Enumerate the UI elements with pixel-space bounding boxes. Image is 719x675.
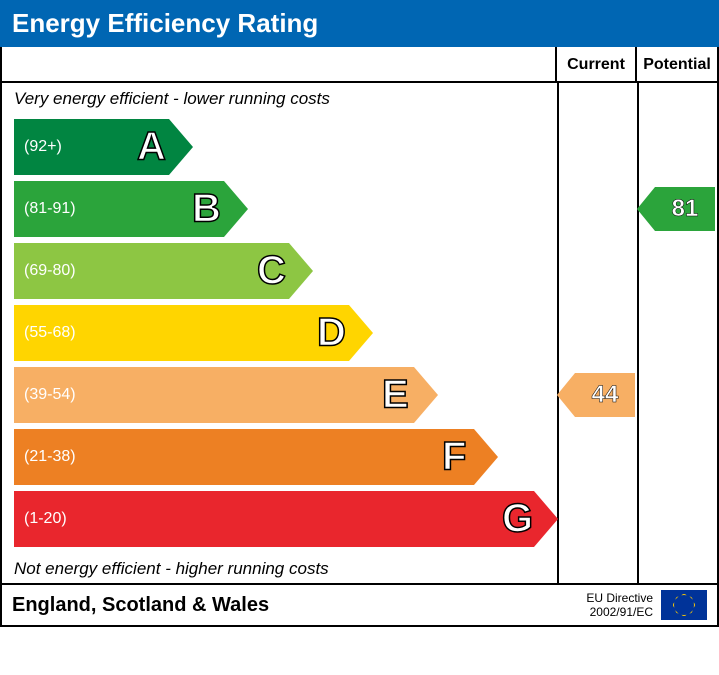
footer-directive: EU Directive 2002/91/EC bbox=[586, 590, 707, 620]
footer-directive-line2: 2002/91/EC bbox=[586, 605, 653, 619]
rating-bar-g: (1-20)G bbox=[14, 491, 544, 547]
caption-efficient: Very energy efficient - lower running co… bbox=[14, 89, 330, 109]
bar-letter: E bbox=[382, 373, 409, 418]
pointer-current: 44 bbox=[575, 373, 635, 417]
bar-range-label: (1-20) bbox=[14, 491, 534, 547]
bar-arrow bbox=[414, 367, 438, 423]
rating-bar-b: (81-91)B bbox=[14, 181, 544, 237]
pointer-value: 44 bbox=[592, 381, 619, 409]
bar-arrow bbox=[224, 181, 248, 237]
rating-bars: (92+)A (81-91)B (69-80)C (55-68)D (39-54)E (2… bbox=[14, 119, 544, 553]
bar-arrow bbox=[474, 429, 498, 485]
pointer-value: 81 bbox=[672, 195, 699, 223]
bar-arrow bbox=[349, 305, 373, 361]
eu-flag-icon bbox=[661, 590, 707, 620]
bar-arrow bbox=[534, 491, 558, 547]
col-header-current: Current bbox=[557, 47, 637, 83]
pointer-potential: 81 bbox=[655, 187, 715, 231]
bar-range-label: (55-68) bbox=[14, 305, 349, 361]
footer-region: England, Scotland & Wales bbox=[12, 594, 269, 617]
bar-letter: C bbox=[257, 249, 286, 294]
col-header-potential: Potential bbox=[637, 47, 717, 83]
rating-bar-d: (55-68)D bbox=[14, 305, 544, 361]
rating-bar-a: (92+)A bbox=[14, 119, 544, 175]
bar-letter: A bbox=[137, 125, 166, 170]
bar-letter: B bbox=[192, 187, 221, 232]
rating-bar-c: (69-80)C bbox=[14, 243, 544, 299]
footer-directive-line1: EU Directive bbox=[586, 591, 653, 605]
bar-range-label: (69-80) bbox=[14, 243, 289, 299]
chart-area: Very energy efficient - lower running co… bbox=[2, 83, 717, 585]
bar-arrow bbox=[289, 243, 313, 299]
col-header-blank bbox=[2, 47, 557, 83]
epc-chart: Energy Efficiency Rating Current Potenti… bbox=[0, 0, 719, 675]
caption-inefficient: Not energy efficient - higher running co… bbox=[14, 559, 329, 579]
bar-range-label: (39-54) bbox=[14, 367, 414, 423]
bar-letter: D bbox=[317, 311, 346, 356]
bar-range-label: (21-38) bbox=[14, 429, 474, 485]
footer: England, Scotland & Wales EU Directive 2… bbox=[2, 585, 717, 625]
rating-bar-e: (39-54)E bbox=[14, 367, 544, 423]
bar-letter: G bbox=[502, 497, 533, 542]
chart-title: Energy Efficiency Rating bbox=[0, 0, 719, 47]
chart-body: Current Potential Very energy efficient … bbox=[0, 47, 719, 627]
rating-bar-f: (21-38)F bbox=[14, 429, 544, 485]
bar-letter: F bbox=[442, 435, 466, 480]
bar-arrow bbox=[169, 119, 193, 175]
